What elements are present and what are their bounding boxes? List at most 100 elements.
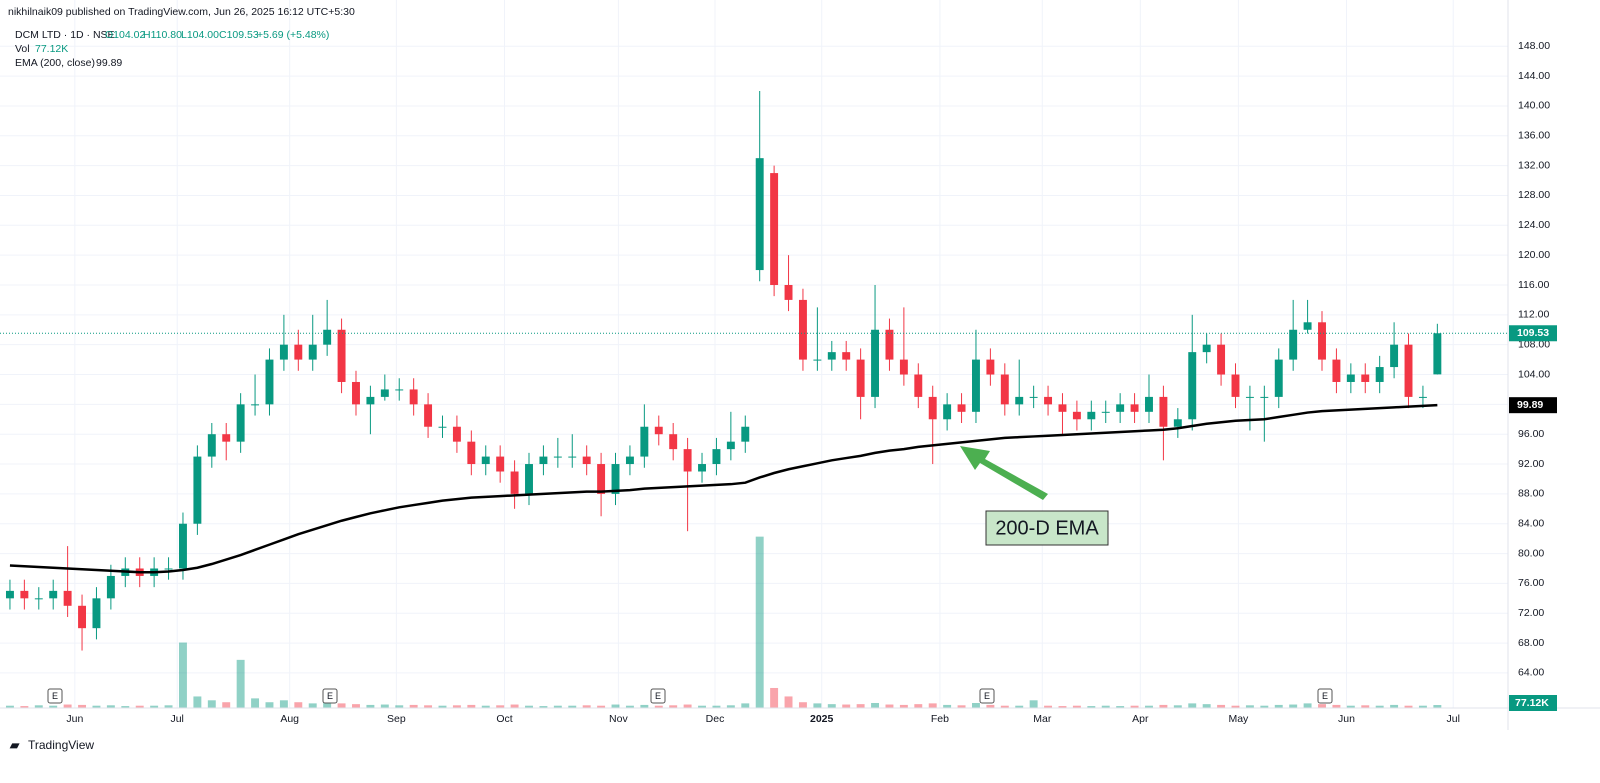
volume-bar xyxy=(164,705,173,708)
candle-body xyxy=(380,389,389,397)
candle-body xyxy=(193,456,202,524)
volume-bar xyxy=(467,704,476,708)
earnings-label: E xyxy=(984,691,990,701)
y-tick-label: 120.00 xyxy=(1518,249,1550,261)
volume-bar xyxy=(972,702,980,708)
volume-bar xyxy=(496,705,505,708)
volume-bar xyxy=(34,705,43,708)
candle-body xyxy=(726,441,735,450)
volume-bar xyxy=(207,700,216,708)
volume-bar xyxy=(222,702,231,708)
volume-bar xyxy=(1361,705,1370,708)
candle-body xyxy=(1245,396,1254,398)
volume-bar xyxy=(1346,705,1355,708)
ohlc-value: H110.80 xyxy=(143,29,182,41)
volume-tag xyxy=(1509,695,1557,711)
volume-bar xyxy=(395,705,404,708)
candle-body xyxy=(741,426,750,442)
volume-bar xyxy=(1145,705,1153,708)
volume-bar xyxy=(265,702,274,708)
candle-body xyxy=(294,344,303,360)
candle-body xyxy=(943,404,952,420)
volume-bar xyxy=(1087,706,1096,708)
candle-body xyxy=(914,374,923,397)
candle-body xyxy=(20,590,29,599)
volume-bar xyxy=(582,705,591,708)
volume-bar xyxy=(669,705,678,708)
y-tick-label: 144.00 xyxy=(1518,70,1550,82)
volume-bar xyxy=(1072,705,1081,708)
volume-bar xyxy=(640,704,649,708)
volume-bar xyxy=(1375,705,1384,708)
candle-body xyxy=(1303,322,1312,330)
candle-body xyxy=(366,396,375,405)
volume-bar xyxy=(481,705,490,708)
x-tick-label: Sep xyxy=(387,713,406,725)
candle-body xyxy=(63,590,72,606)
candle-body xyxy=(1015,396,1024,405)
candle-body xyxy=(798,299,807,360)
volume-bar xyxy=(1433,705,1442,708)
candle-body xyxy=(539,456,548,465)
ohlc-value: O104.02 xyxy=(105,29,145,41)
volume-bar xyxy=(654,705,663,708)
volume-bar xyxy=(1274,704,1283,708)
volume-bar xyxy=(784,696,793,708)
candle-body xyxy=(1116,404,1125,412)
y-tick-label: 112.00 xyxy=(1518,309,1549,321)
candle-body xyxy=(1000,374,1009,405)
x-tick-label: Jun xyxy=(1338,713,1355,725)
candle-body xyxy=(1289,329,1298,360)
volume-bar xyxy=(957,705,966,708)
candle-body xyxy=(928,396,937,420)
x-tick-label: Apr xyxy=(1132,713,1149,725)
x-tick-label: Feb xyxy=(931,713,949,725)
candle-body xyxy=(899,359,908,375)
volume-bar xyxy=(1188,703,1197,708)
volume-bar xyxy=(1000,705,1009,708)
volume-bar xyxy=(813,703,822,708)
volume-bar xyxy=(135,705,144,708)
candle-body xyxy=(842,352,851,360)
candle-body xyxy=(698,464,706,472)
candle-body xyxy=(625,456,634,465)
volume-bar xyxy=(842,704,851,708)
volume-bar xyxy=(1318,704,1326,708)
volume-bar xyxy=(49,705,58,708)
volume-bar xyxy=(525,705,533,708)
candle-body xyxy=(323,329,332,345)
candle-body xyxy=(179,523,187,569)
annotation-arrow xyxy=(960,446,1048,500)
candle-body xyxy=(1159,396,1168,427)
volume-bar xyxy=(1044,705,1053,708)
candle-body xyxy=(1375,367,1384,382)
candle-body xyxy=(1217,344,1226,375)
ema-line xyxy=(9,403,1438,574)
y-tick-label: 96.00 xyxy=(1518,428,1544,440)
y-tick-label: 108.00 xyxy=(1518,338,1550,350)
volume-bar xyxy=(323,701,332,708)
candle-body xyxy=(236,404,245,442)
candle-body xyxy=(1346,374,1355,382)
candle-body xyxy=(106,575,115,599)
ohlc-value: L104.00 xyxy=(181,29,219,41)
ema-value: 99.89 xyxy=(96,57,122,69)
candle-body xyxy=(856,359,865,397)
y-tick-label: 64.00 xyxy=(1518,667,1544,679)
volume-bar xyxy=(438,705,447,708)
volume-bar xyxy=(986,704,995,708)
candle-body xyxy=(712,449,721,465)
last-price: 109.53 xyxy=(1517,327,1549,339)
volume-bar xyxy=(539,706,548,708)
candle-body xyxy=(1101,411,1110,413)
candle-body xyxy=(1188,352,1197,420)
candle-body xyxy=(1418,396,1427,398)
volume-bar xyxy=(236,659,245,708)
y-tick-label: 72.00 xyxy=(1518,607,1544,619)
x-tick-label: Nov xyxy=(609,713,628,725)
volume-bar xyxy=(885,704,894,708)
volume-bar xyxy=(308,703,317,708)
volume-bar xyxy=(1101,705,1110,708)
candle-body xyxy=(568,456,577,458)
